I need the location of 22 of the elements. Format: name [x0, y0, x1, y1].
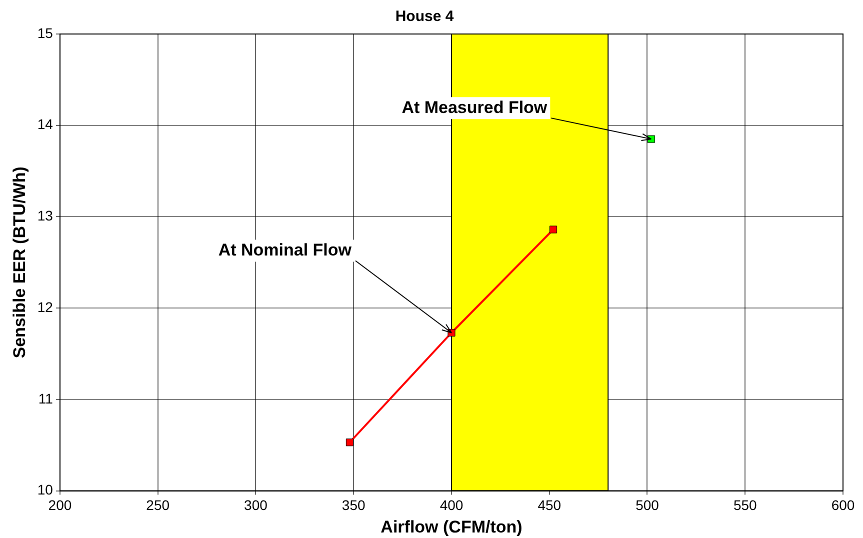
chart-title: House 4 [395, 8, 454, 26]
x-tick-label: 400 [440, 497, 464, 514]
x-tick-label: 250 [146, 497, 170, 514]
x-tick-label: 350 [342, 497, 366, 514]
x-tick-label: 300 [244, 497, 268, 514]
x-tick-label: 200 [48, 497, 72, 514]
annotation: At Measured Flow [402, 98, 548, 117]
x-tick-label: 550 [733, 497, 758, 514]
y-tick-label: 11 [38, 390, 54, 406]
y-tick-label: 12 [37, 298, 54, 315]
x-axis-title: Airflow (CFM/ton) [380, 517, 522, 536]
y-tick-label: 15 [37, 24, 54, 41]
y-tick-label: 14 [37, 116, 54, 132]
point [346, 438, 354, 446]
x-tick-label: 600 [831, 497, 855, 514]
point [549, 226, 558, 234]
x-tick-label: 450 [538, 497, 562, 514]
x-tick-label: 500 [636, 497, 660, 514]
y-axis-title: Sensible EER (BTU/Wh) [10, 166, 29, 358]
y-tick-label: 13 [37, 208, 54, 224]
y-tick-label: 10 [37, 482, 54, 498]
annotation: At Nominal Flow [218, 240, 352, 260]
